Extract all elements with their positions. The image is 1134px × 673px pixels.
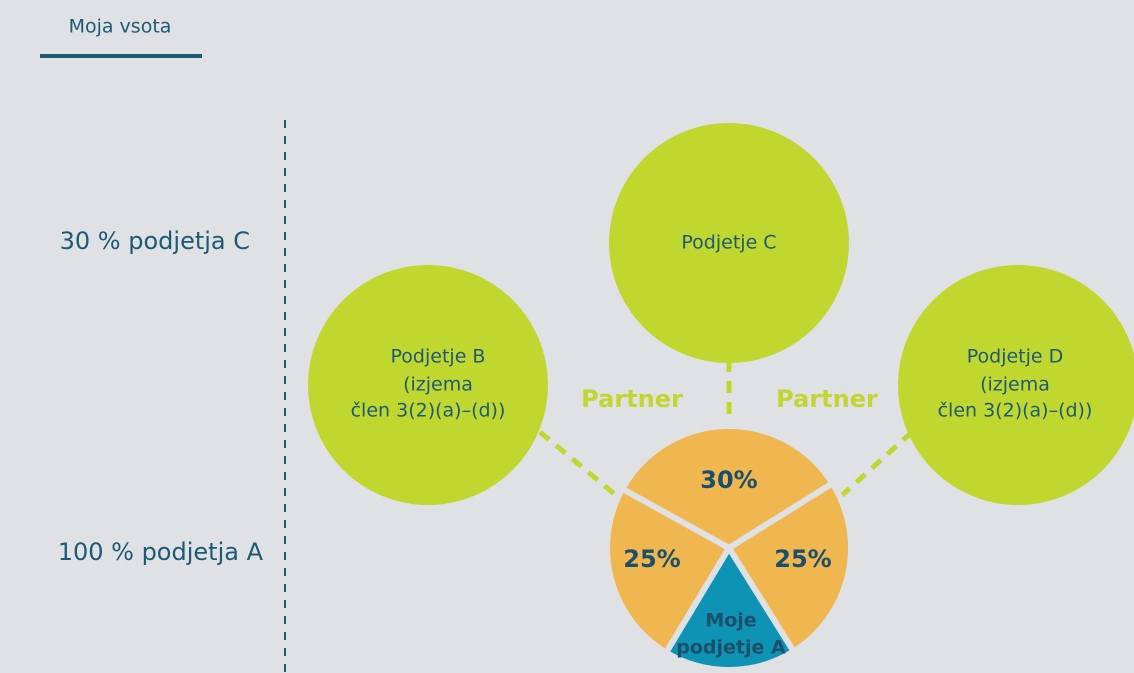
node-circle (609, 123, 849, 363)
node-label: člen 3(2)(a)–(d)) (938, 400, 1093, 422)
slice-label: 30% (700, 466, 757, 494)
node-label: člen 3(2)(a)–(d)) (351, 400, 506, 422)
node-label: (izjema (980, 374, 1050, 396)
pie-slice (604, 485, 732, 656)
slice-label: 25% (774, 545, 831, 573)
node-label: (izjema (403, 374, 473, 396)
partner-label: Partner (776, 385, 878, 413)
node-circle (308, 265, 548, 505)
slice-label: podjetje A (676, 637, 786, 659)
pie (604, 423, 854, 673)
slice-label: 25% (623, 545, 680, 573)
tab-underline (40, 54, 202, 58)
partner-label: Partner (581, 385, 683, 413)
row-label: 30 % podjetja C (60, 227, 250, 255)
node-label: Podjetje B (391, 346, 486, 368)
pie-slice (663, 545, 797, 673)
node-label: Podjetje C (681, 232, 776, 254)
row-label: 100 % podjetja A (58, 538, 264, 566)
links (538, 360, 914, 499)
link-line (538, 430, 620, 499)
slice-label: Moje (705, 610, 756, 632)
node-label: Podjetje D (967, 346, 1064, 368)
link-line (838, 430, 914, 499)
pie-slice (726, 480, 854, 655)
node-circle (898, 265, 1134, 505)
tab-label[interactable]: Moja vsota (69, 16, 172, 38)
